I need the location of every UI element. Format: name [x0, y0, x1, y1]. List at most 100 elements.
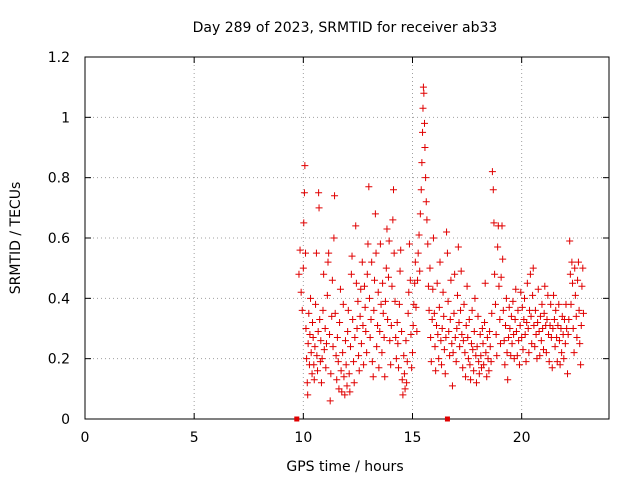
data-point	[496, 340, 504, 348]
data-point	[300, 219, 308, 227]
data-point	[577, 361, 585, 369]
data-point	[353, 325, 361, 332]
data-point	[308, 370, 316, 378]
data-point	[316, 315, 324, 323]
data-point	[507, 352, 515, 360]
data-point	[521, 294, 529, 302]
data-point	[536, 352, 544, 360]
data-point	[314, 328, 322, 336]
data-point	[419, 128, 427, 136]
data-point	[398, 328, 406, 336]
data-point	[493, 352, 501, 360]
data-point	[354, 297, 362, 305]
data-point	[369, 373, 377, 381]
data-point	[302, 325, 310, 332]
data-point	[306, 331, 314, 339]
data-point	[468, 306, 476, 314]
data-point	[459, 337, 467, 345]
data-point	[508, 340, 516, 348]
data-point	[315, 204, 323, 212]
data-point	[404, 309, 412, 317]
data-point	[542, 349, 550, 357]
data-point	[371, 276, 379, 284]
data-point	[475, 370, 483, 378]
data-point	[555, 300, 563, 308]
data-point	[457, 267, 465, 275]
data-point	[534, 318, 542, 326]
data-point	[357, 285, 365, 293]
data-point	[386, 337, 394, 345]
x-tick-label: 20	[513, 430, 531, 446]
data-point	[509, 297, 517, 305]
y-axis-label: SRMTID / TECUs	[8, 182, 24, 295]
data-point	[422, 198, 430, 206]
data-point	[533, 355, 541, 363]
data-point	[555, 337, 563, 345]
data-point	[313, 352, 321, 360]
data-point	[346, 343, 354, 351]
data-point	[373, 343, 381, 351]
data-point	[428, 315, 436, 323]
data-point	[460, 300, 468, 308]
data-point	[436, 258, 444, 266]
data-point	[486, 343, 494, 351]
data-point	[487, 358, 495, 366]
data-point	[345, 370, 353, 378]
data-point	[548, 364, 556, 372]
data-point	[502, 294, 510, 302]
data-point	[472, 379, 480, 387]
data-point	[569, 325, 577, 332]
data-point	[334, 358, 342, 366]
data-point	[307, 294, 315, 302]
data-point	[366, 334, 374, 342]
data-point	[553, 358, 561, 366]
data-point	[298, 306, 306, 314]
data-point	[303, 379, 311, 387]
x-tick-label: 5	[190, 430, 199, 446]
data-point	[365, 294, 373, 302]
data-point	[391, 297, 399, 305]
data-point	[407, 331, 415, 339]
data-point	[427, 334, 435, 342]
data-point	[569, 279, 577, 287]
y-tick-label: 0.2	[48, 352, 70, 368]
data-point	[483, 334, 491, 342]
data-point	[491, 300, 499, 308]
data-point	[312, 300, 320, 308]
data-point	[565, 315, 573, 323]
data-point	[478, 325, 486, 332]
data-point	[390, 186, 398, 194]
data-point	[350, 379, 358, 387]
data-points	[295, 83, 587, 405]
data-point	[443, 228, 451, 236]
data-point	[325, 249, 333, 257]
data-point	[467, 376, 475, 384]
data-point	[551, 343, 559, 351]
data-point	[563, 325, 571, 332]
data-point	[395, 364, 403, 372]
data-point	[506, 325, 514, 332]
data-point	[340, 373, 348, 381]
x-tick-label: 0	[81, 430, 90, 446]
data-point	[374, 288, 382, 296]
data-point	[400, 370, 408, 378]
data-point	[518, 303, 526, 311]
data-point	[494, 243, 502, 251]
data-point	[347, 270, 355, 278]
data-point	[435, 355, 443, 363]
data-point	[437, 337, 445, 345]
data-point	[519, 346, 527, 354]
data-point	[336, 318, 344, 326]
data-point	[418, 159, 426, 167]
data-point	[492, 331, 500, 339]
data-point	[312, 249, 320, 257]
data-point	[409, 321, 417, 329]
data-point	[331, 192, 339, 200]
data-point	[477, 352, 485, 360]
data-point	[448, 382, 456, 390]
data-point	[338, 388, 346, 396]
data-point	[376, 328, 384, 336]
data-point	[398, 376, 406, 384]
data-point	[463, 282, 471, 290]
